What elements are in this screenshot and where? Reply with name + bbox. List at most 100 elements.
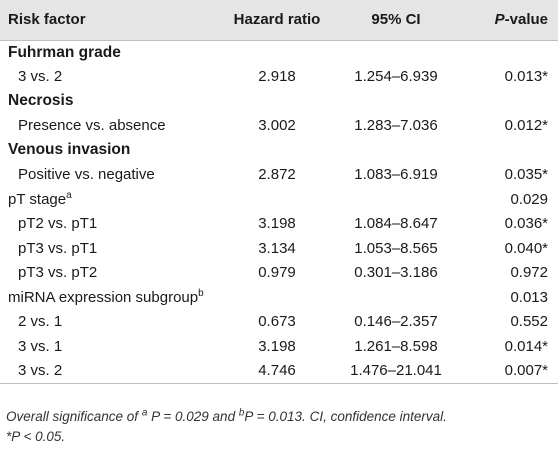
risk-factor-label: 3 vs. 2 <box>18 362 63 379</box>
risk-factor-label: 2 vs. 1 <box>18 313 63 331</box>
risk-factor-label: pT2 vs. pT1 <box>18 215 98 233</box>
cell-hazard-ratio: 3.198 <box>258 337 296 355</box>
cell-ci: 1.083–6.919 <box>354 166 438 184</box>
cell-risk-factor: Positive vs. negative <box>0 163 218 188</box>
cell-p-value <box>456 40 558 65</box>
table-header-row: Risk factor Hazard ratio 95% CI P-value <box>0 0 558 41</box>
cell-p-value: 0.029 <box>510 190 548 208</box>
cell-p-value: 0.036* <box>504 215 548 233</box>
cell-hazard-ratio <box>218 89 336 114</box>
cell-hazard-ratio <box>218 285 336 310</box>
cell-hazard-ratio: 2.918 <box>258 68 296 86</box>
cell-risk-factor: pT3 vs. pT2 <box>0 261 218 286</box>
results-table-container: Risk factor Hazard ratio 95% CI P-value … <box>0 0 558 384</box>
cell-ci <box>336 187 456 212</box>
table-row: pT3 vs. pT1 3.134 1.053–8.565 0.040* <box>0 236 558 261</box>
risk-factor-label: Presence vs. absence <box>18 117 166 135</box>
cell-p-value: 0.012* <box>504 117 548 135</box>
table-footnote: Overall significance of a P = 0.029 and … <box>6 407 554 447</box>
cell-risk-factor: 2 vs. 1 <box>0 310 218 335</box>
cell-risk-factor: Presence vs. absence <box>0 114 218 139</box>
cell-ci <box>336 285 456 310</box>
table-row: miRNA expression subgroupb 0.013 <box>0 285 558 310</box>
cell-ci <box>336 40 456 65</box>
cell-ci <box>336 138 456 163</box>
cell-ci: 1.261–8.598 <box>354 337 438 355</box>
cell-risk-factor: pT stagea <box>0 187 218 212</box>
table-row: Positive vs. negative 2.872 1.083–6.919 0.0… <box>0 163 558 188</box>
cell-hazard-ratio: 4.746 <box>218 358 336 384</box>
header-p-italic: P <box>494 11 505 29</box>
cell-ci: 0.146–2.357 <box>354 313 438 331</box>
cell-hazard-ratio: 0.979 <box>258 264 296 282</box>
cell-ci: 1.476–21.041 <box>336 358 456 384</box>
footnote-sup-a: a <box>141 407 148 419</box>
cell-risk-factor: 3 vs. 2 <box>0 358 218 384</box>
risk-factor-label: Fuhrman grade <box>8 43 121 61</box>
cell-risk-factor: 3 vs. 1 <box>0 334 218 359</box>
footnote-line-2: *P < 0.05. <box>6 429 66 444</box>
header-ci: 95% CI <box>336 0 456 41</box>
cell-ci: 1.053–8.565 <box>354 239 438 257</box>
cell-hazard-ratio <box>218 138 336 163</box>
table-row: Presence vs. absence 3.002 1.283–7.036 0.01… <box>0 114 558 139</box>
table-row: 2 vs. 1 0.673 0.146–2.357 0.552 <box>0 310 558 335</box>
risk-factor-label: pT3 vs. pT2 <box>18 264 98 282</box>
cell-ci: 0.301–3.186 <box>354 264 438 282</box>
cell-hazard-ratio: 3.198 <box>258 215 296 233</box>
cell-p-value: 0.972 <box>510 264 548 282</box>
header-risk-factor: Risk factor <box>0 0 218 41</box>
cell-risk-factor: pT2 vs. pT1 <box>0 212 218 237</box>
table-row: Fuhrman grade <box>0 40 558 65</box>
table-row: 3 vs. 1 3.198 1.261–8.598 0.014* <box>0 334 558 359</box>
risk-factor-label: 3 vs. 1 <box>18 337 63 355</box>
footnote-text-prefix: Overall significance of <box>6 409 142 424</box>
cell-p-value <box>456 89 558 114</box>
cell-p-value: 0.035* <box>504 166 548 184</box>
footnote-text-mid: P = 0.029 and <box>147 409 239 424</box>
cell-p-value: 0.040* <box>504 239 548 257</box>
risk-factor-label: pT stage <box>8 190 67 208</box>
table-row: pT3 vs. pT2 0.979 0.301–3.186 0.972 <box>0 261 558 286</box>
table-row: Necrosis <box>0 89 558 114</box>
cell-risk-factor: 3 vs. 2 <box>0 65 218 90</box>
risk-factor-label: pT3 vs. pT1 <box>18 239 98 257</box>
cell-hazard-ratio: 3.134 <box>258 239 296 257</box>
risk-factor-label: 3 vs. 2 <box>18 68 63 86</box>
table-body: Fuhrman grade 3 vs. 2 2.918 1.254–6.939 0.01… <box>0 40 558 384</box>
footnote-line-1: Overall significance of a P = 0.029 and … <box>6 407 554 427</box>
cell-ci: 1.084–8.647 <box>354 215 438 233</box>
header-p-value: P-value <box>456 0 558 41</box>
footnote-text-suffix: P = 0.013. CI, confidence interval. <box>244 409 447 424</box>
cell-p-value: 0.014* <box>504 337 548 355</box>
cell-hazard-ratio: 3.002 <box>258 117 296 135</box>
cell-risk-factor: Venous invasion <box>0 138 218 163</box>
table-row: pT2 vs. pT1 3.198 1.084–8.647 0.036* <box>0 212 558 237</box>
risk-factor-label: Positive vs. negative <box>18 166 155 184</box>
header-hazard-ratio: Hazard ratio <box>218 0 336 41</box>
table-row: Venous invasion <box>0 138 558 163</box>
footnote-marker: a <box>66 189 72 201</box>
cell-p-value: 0.013* <box>504 68 548 86</box>
cell-hazard-ratio: 0.673 <box>258 313 296 331</box>
cell-p-value <box>456 138 558 163</box>
cell-ci: 1.283–7.036 <box>354 117 438 135</box>
risk-factor-label: Venous invasion <box>8 141 131 159</box>
cell-hazard-ratio <box>218 40 336 65</box>
cell-p-value: 0.007* <box>456 358 558 384</box>
cell-ci: 1.254–6.939 <box>354 68 438 86</box>
table-row: pT stagea 0.029 <box>0 187 558 212</box>
table-row: 3 vs. 2 4.746 1.476–21.041 0.007* <box>0 358 558 384</box>
cell-risk-factor: Necrosis <box>0 89 218 114</box>
cell-hazard-ratio: 2.872 <box>258 166 296 184</box>
footnote-sup-b: b <box>238 407 245 419</box>
cell-risk-factor: pT3 vs. pT1 <box>0 236 218 261</box>
table-row: 3 vs. 2 2.918 1.254–6.939 0.013* <box>0 65 558 90</box>
footnote-marker: b <box>198 287 204 299</box>
cell-p-value: 0.552 <box>510 313 548 331</box>
cell-risk-factor: Fuhrman grade <box>0 40 218 65</box>
cell-p-value: 0.013 <box>510 288 548 306</box>
cell-ci <box>336 89 456 114</box>
header-p-suffix: -value <box>504 11 548 29</box>
hazard-ratio-table: Risk factor Hazard ratio 95% CI P-value … <box>0 0 558 384</box>
